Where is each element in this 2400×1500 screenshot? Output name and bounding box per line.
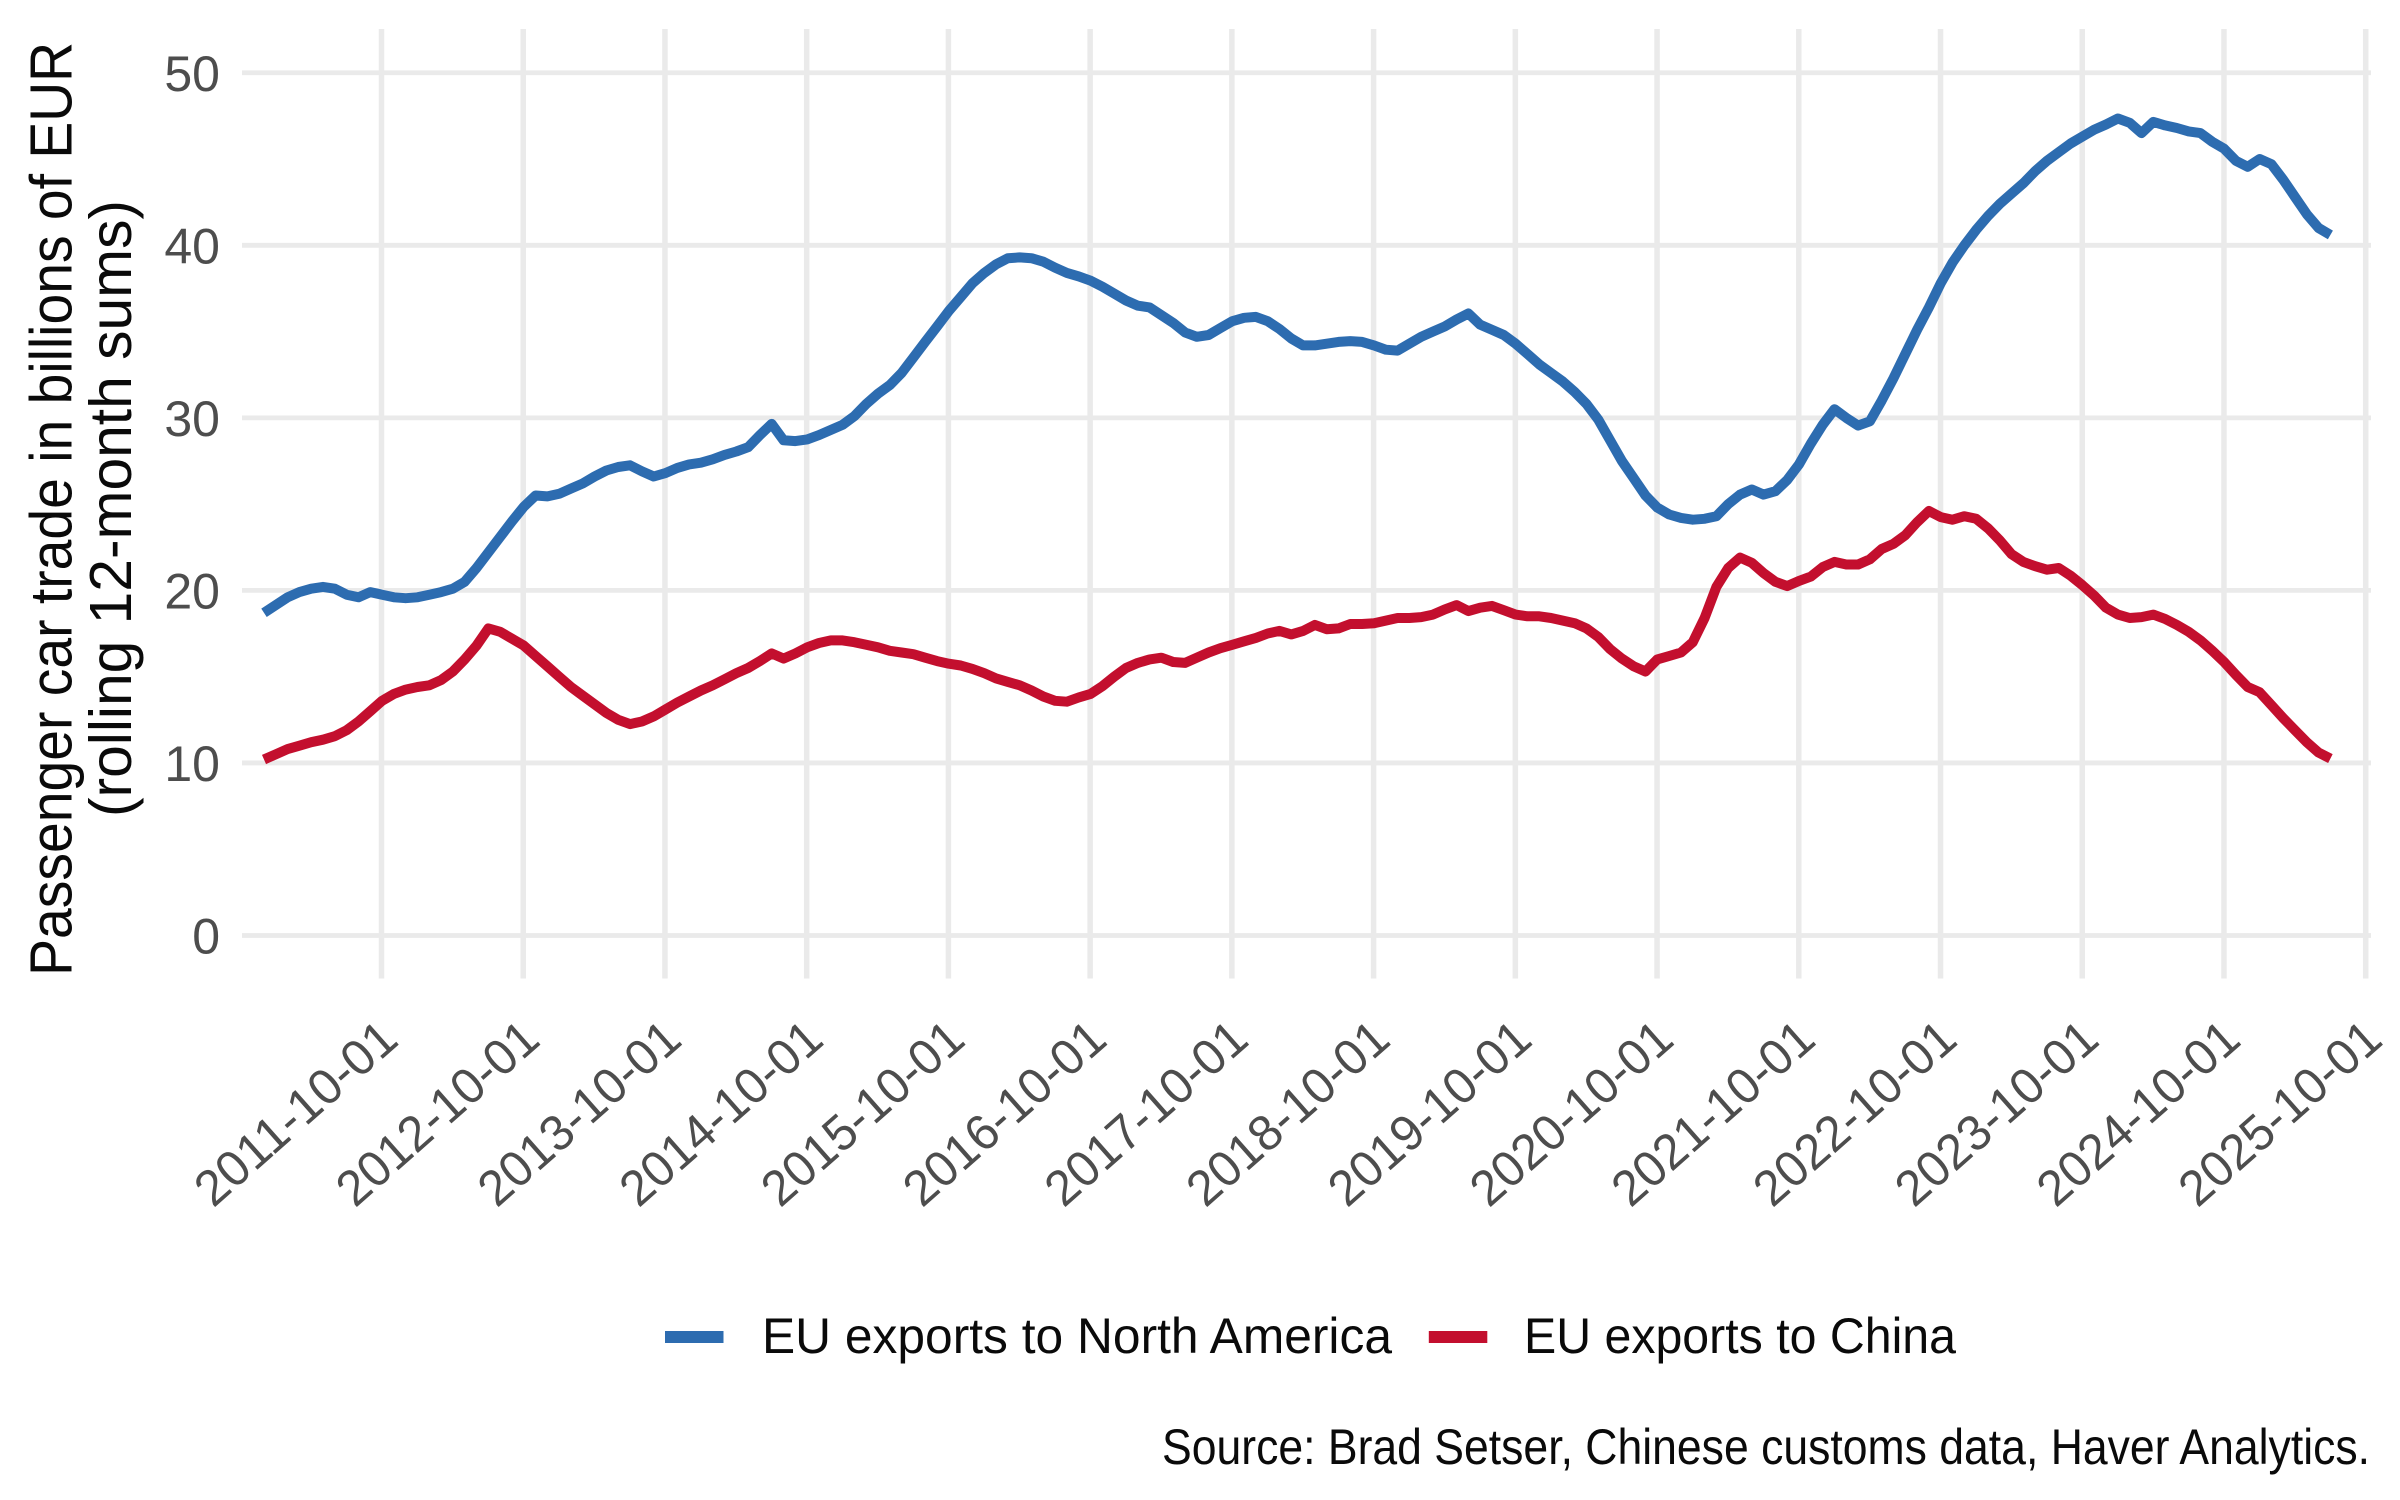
svg-text:EU exports to North America: EU exports to North America	[762, 1308, 1392, 1364]
svg-text:20: 20	[164, 563, 220, 619]
svg-text:Source: Brad Setser, Chinese c: Source: Brad Setser, Chinese customs dat…	[1162, 1419, 2370, 1475]
svg-text:(rolling 12-month sums): (rolling 12-month sums)	[78, 200, 144, 817]
svg-text:10: 10	[164, 736, 220, 792]
svg-text:Passenger car trade in billion: Passenger car trade in billions of EUR	[18, 42, 84, 976]
svg-text:40: 40	[164, 218, 220, 274]
svg-text:30: 30	[164, 391, 220, 447]
svg-text:50: 50	[164, 46, 220, 102]
svg-text:EU exports to China: EU exports to China	[1524, 1308, 1956, 1364]
svg-text:0: 0	[192, 909, 220, 965]
